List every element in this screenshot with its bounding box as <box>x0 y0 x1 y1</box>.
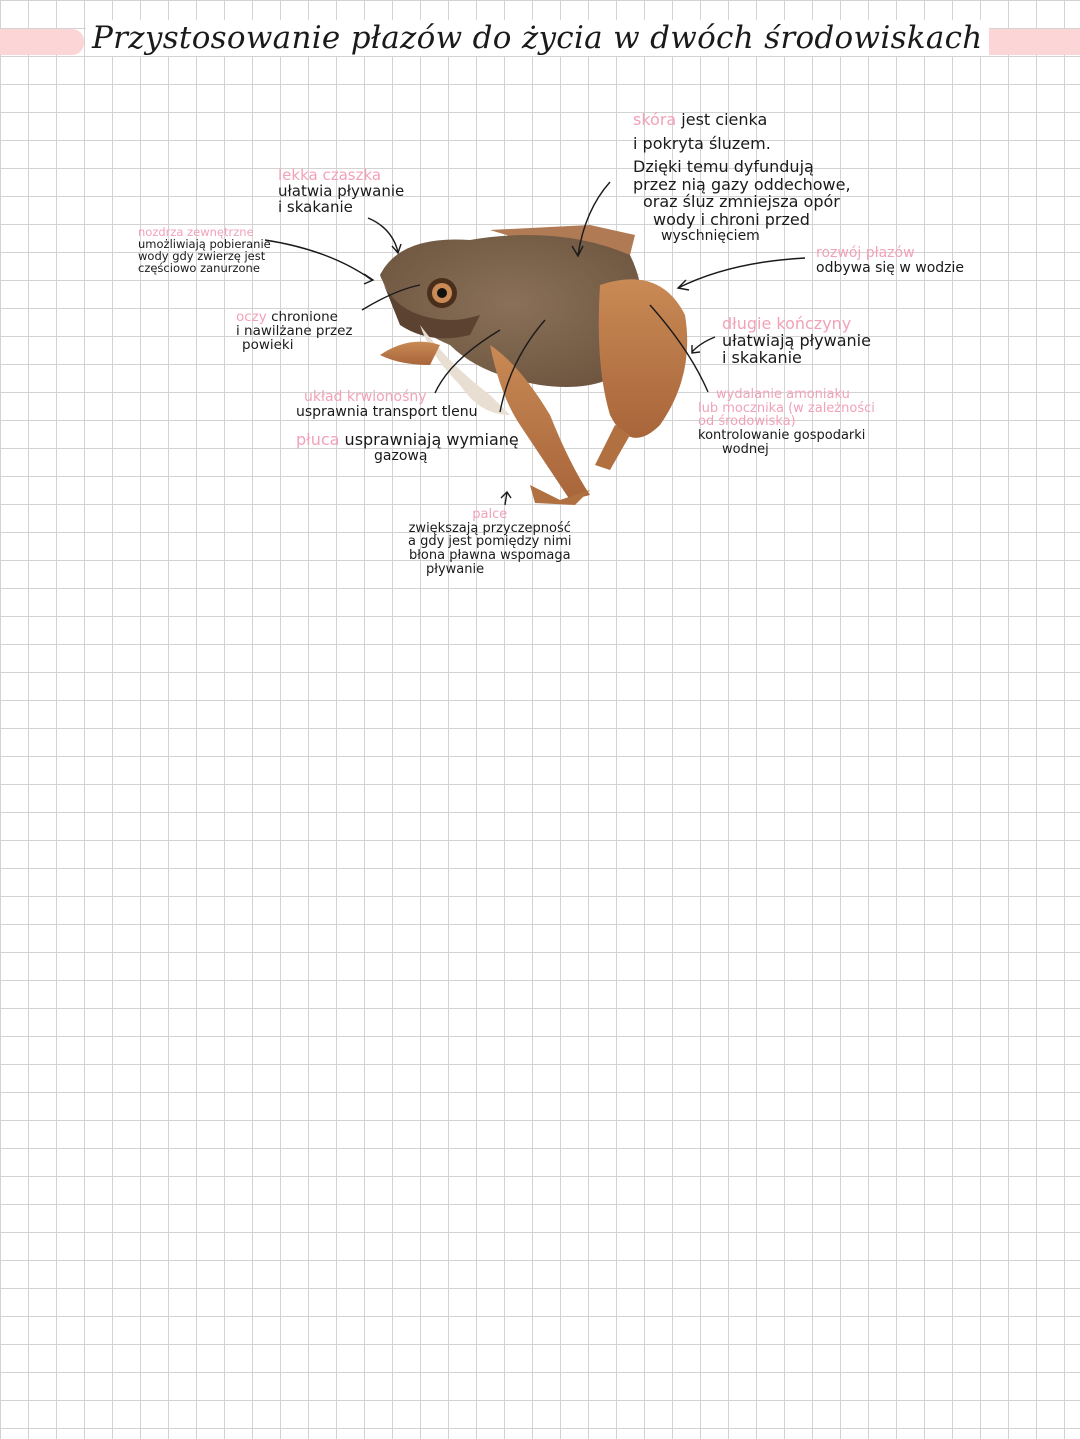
toes-text-4: pływanie <box>426 561 485 577</box>
lungs-text-2: gazową <box>374 447 428 464</box>
toes-text-1: zwiększają przyczepność <box>408 520 571 536</box>
annotation-eyes: oczy chronione i nawilżane przez powieki <box>236 310 353 353</box>
frog-photo <box>380 225 688 505</box>
skin-text-7: wyschnięciem <box>661 227 760 244</box>
annotation-toes: palce zwiększają przyczepność a gdy jest… <box>408 508 572 576</box>
excretion-text-1: kontrolowanie gospodarki <box>698 427 866 443</box>
skin-text-2: i pokryta śluzem. <box>633 133 771 153</box>
toes-text-3: błona pławna wspomaga <box>408 547 571 563</box>
skin-text-1: jest cienka <box>681 110 768 129</box>
nostrils-text-2: wody gdy zwierzę jest <box>138 249 266 264</box>
reproduction-label: rozwój płazów <box>816 245 915 261</box>
eyes-text-1: chronione <box>271 309 338 325</box>
reproduction-text-1: odbywa się w wodzie <box>816 259 965 276</box>
annotation-nostrils: nozdrza zewnętrzne umożliwiają pobierani… <box>138 226 271 274</box>
annotation-skin: skóra jest cienka i pokryta śluzem. Dzię… <box>633 111 851 244</box>
eyes-text-3: powieki <box>242 337 294 354</box>
excretion-label-2: lub mocznika (w zależności <box>698 400 875 416</box>
annotation-circulation: układ krwionośny usprawnia transport tle… <box>296 390 478 419</box>
skin-text-6: wody i chroni przed <box>653 209 810 229</box>
lungs-text-1: usprawniają wymianę <box>344 430 519 449</box>
skeleton-label: lekka czaszka <box>278 166 382 184</box>
nostrils-label: nozdrza zewnętrzne <box>138 225 254 239</box>
page-title: Przystosowanie płazów do życia w dwóch ś… <box>86 20 989 56</box>
circulation-label: układ krwionośny <box>304 389 427 405</box>
title-banner-left <box>0 29 84 55</box>
excretion-label-1: wydalanie amoniaku <box>716 387 850 402</box>
skin-text-5: oraz śluz zmniejsza opór <box>643 192 840 212</box>
skeleton-text-2: i skakanie <box>278 197 353 216</box>
toes-label: palce <box>472 507 508 522</box>
skin-label: skóra <box>633 110 677 129</box>
eyes-label: oczy <box>236 309 267 325</box>
skin-text-4: przez nią gazy oddechowe, <box>633 174 851 194</box>
annotation-excretion: wydalanie amoniaku lub mocznika (w zależ… <box>698 388 875 456</box>
annotation-hindlimbs: długie kończyny ułatwiają pływanie i ska… <box>722 314 871 367</box>
annotation-skeleton: lekka czaszka ułatwia pływanie i skakani… <box>278 166 405 216</box>
eyes-text-2: i nawilżane przez <box>236 323 353 340</box>
circulation-text-1: usprawnia transport tlenu <box>296 403 478 420</box>
nostrils-text-1: umożliwiają pobieranie <box>138 237 271 252</box>
annotation-reproduction: rozwój płazów odbywa się w wodzie <box>816 246 964 275</box>
skin-text-3: Dzięki temu dyfundują <box>633 157 814 177</box>
hindlimbs-text-2: i skakanie <box>722 347 802 367</box>
nostrils-text-3: częściowo zanurzone <box>138 261 260 276</box>
skeleton-text-1: ułatwia pływanie <box>278 181 405 200</box>
hindlimbs-text-1: ułatwiają pływanie <box>722 330 871 350</box>
excretion-label-3: od środowiska) <box>698 414 796 430</box>
toes-text-2: a gdy jest pomiędzy nimi <box>408 534 572 550</box>
excretion-text-2: wodnej <box>722 441 769 457</box>
annotation-lungs: płuca usprawniają wymianę gazową <box>296 430 519 464</box>
lungs-label: płuca <box>296 430 340 449</box>
hindlimbs-label: długie kończyny <box>722 314 852 333</box>
